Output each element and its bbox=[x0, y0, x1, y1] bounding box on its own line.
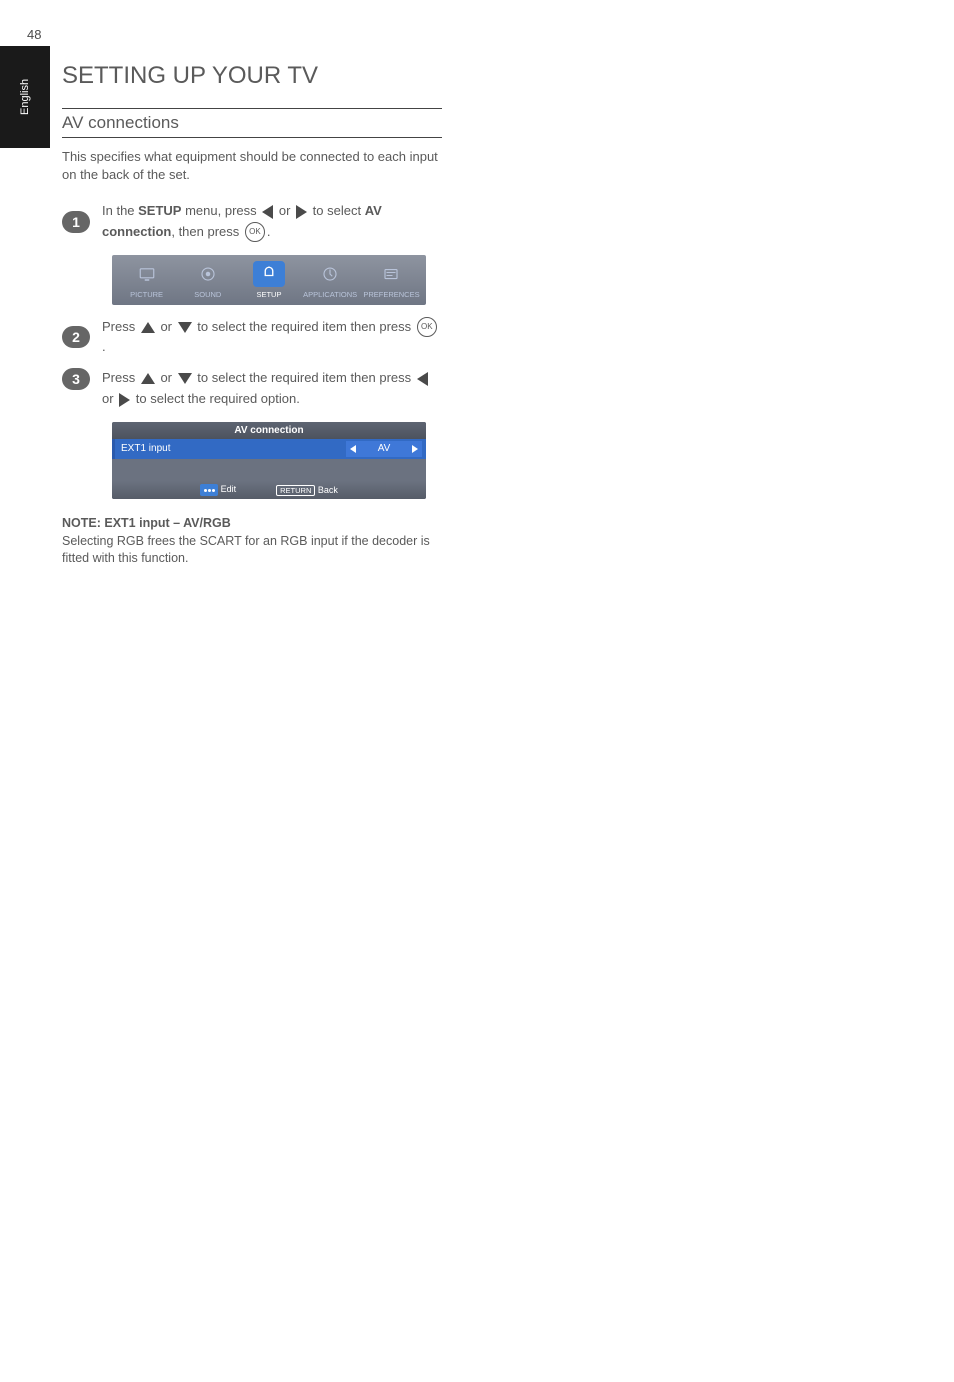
step-2-text: Press or to select the required item the… bbox=[102, 317, 442, 359]
right-arrow-icon bbox=[119, 393, 130, 407]
down-arrow-icon bbox=[178, 373, 192, 384]
t: . bbox=[102, 339, 106, 354]
tab-label: SETUP bbox=[241, 290, 297, 299]
left-arrow-icon bbox=[350, 445, 356, 453]
tab-preferences: PREFERENCES bbox=[363, 261, 419, 299]
tab-picture: PICTURE bbox=[119, 261, 175, 299]
sound-icon bbox=[192, 261, 224, 287]
av-row-label: EXT1 input bbox=[121, 443, 346, 454]
return-badge: RETURN bbox=[276, 485, 315, 496]
tab-label: PREFERENCES bbox=[363, 290, 419, 299]
ok-icon bbox=[245, 222, 265, 242]
t: menu, press bbox=[181, 203, 260, 218]
back-label: Back bbox=[318, 485, 338, 495]
tab-applications: APPLICATIONS bbox=[302, 261, 358, 299]
t: Press bbox=[102, 319, 139, 334]
back-hint: RETURN Back bbox=[276, 485, 338, 496]
av-footer: Edit RETURN Back bbox=[112, 481, 426, 500]
tab-label: PICTURE bbox=[119, 290, 175, 299]
t: to select the required item then press bbox=[194, 370, 415, 385]
dpad-icon bbox=[200, 484, 218, 496]
step-1: 1 In the SETUP menu, press or to select … bbox=[62, 201, 442, 243]
note-label: NOTE: bbox=[62, 516, 101, 530]
t: In the bbox=[102, 203, 138, 218]
tab-sound: SOUND bbox=[180, 261, 236, 299]
t: SETUP bbox=[138, 203, 181, 218]
right-arrow-icon bbox=[296, 205, 307, 219]
page-number: 48 bbox=[27, 27, 41, 42]
tab-setup: SETUP bbox=[241, 261, 297, 299]
edit-hint: Edit bbox=[200, 484, 236, 497]
av-panel-title: AV connection bbox=[112, 422, 426, 439]
applications-icon bbox=[314, 261, 346, 287]
step-2: 2 Press or to select the required item t… bbox=[62, 317, 442, 359]
note-heading: EXT1 input – bbox=[101, 516, 183, 530]
page-title: SETTING UP YOUR TV bbox=[62, 62, 882, 90]
note-block: NOTE: EXT1 input – AV/RGB Selecting RGB … bbox=[62, 515, 442, 568]
left-arrow-icon bbox=[262, 205, 273, 219]
up-arrow-icon bbox=[141, 373, 155, 384]
av-gap bbox=[112, 459, 426, 481]
t: or bbox=[102, 391, 117, 406]
down-arrow-icon bbox=[178, 322, 192, 333]
side-language-tab: English bbox=[0, 46, 50, 148]
up-arrow-icon bbox=[141, 322, 155, 333]
step-3-text: Press or to select the required item the… bbox=[102, 368, 442, 410]
step-badge-2: 2 bbox=[62, 326, 90, 348]
menu-tabs-graphic: PICTURE SOUND SETUP APPLICATIONS PREFERE… bbox=[112, 255, 426, 305]
step-1-text: In the SETUP menu, press or to select AV… bbox=[102, 201, 442, 243]
content-area: SETTING UP YOUR TV AV connections This s… bbox=[62, 62, 882, 568]
section-title: AV connections bbox=[62, 108, 442, 138]
t: or bbox=[157, 319, 176, 334]
picture-icon bbox=[131, 261, 163, 287]
setup-icon bbox=[253, 261, 285, 287]
t: or bbox=[275, 203, 294, 218]
step-badge-1: 1 bbox=[62, 211, 90, 233]
note-body: Selecting RGB frees the SCART for an RGB… bbox=[62, 534, 430, 566]
intro-text: This specifies what equipment should be … bbox=[62, 148, 442, 183]
t: to select the required option. bbox=[132, 391, 300, 406]
t: . bbox=[267, 224, 271, 239]
av-row-ext1: EXT1 input AV bbox=[112, 439, 426, 459]
right-arrow-icon bbox=[412, 445, 418, 453]
ok-icon bbox=[417, 317, 437, 337]
av-connection-panel: AV connection EXT1 input AV Edit RETURN … bbox=[112, 422, 426, 500]
note-bold: AV/RGB bbox=[183, 516, 231, 530]
t: to select the required item then press bbox=[194, 319, 415, 334]
edit-label: Edit bbox=[221, 484, 237, 494]
t: or bbox=[157, 370, 176, 385]
tab-label: SOUND bbox=[180, 290, 236, 299]
preferences-icon bbox=[375, 261, 407, 287]
tab-label: APPLICATIONS bbox=[302, 290, 358, 299]
t: Press bbox=[102, 370, 139, 385]
step-badge-3: 3 bbox=[62, 368, 90, 390]
t: to select bbox=[309, 203, 365, 218]
left-arrow-icon bbox=[417, 372, 428, 386]
t: , then press bbox=[171, 224, 243, 239]
av-row-value-area: AV bbox=[346, 441, 422, 457]
step-3: 3 Press or to select the required item t… bbox=[62, 368, 442, 410]
av-row-value: AV bbox=[364, 443, 404, 454]
